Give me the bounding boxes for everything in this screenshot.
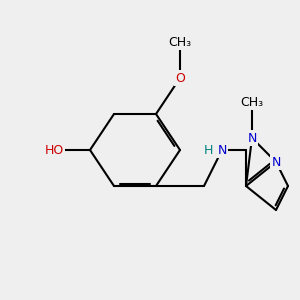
Text: HO: HO xyxy=(44,143,64,157)
Text: O: O xyxy=(175,71,185,85)
Text: H: H xyxy=(204,143,213,157)
Text: N: N xyxy=(217,143,227,157)
Text: CH₃: CH₃ xyxy=(168,35,192,49)
Text: N: N xyxy=(247,131,257,145)
Text: N: N xyxy=(271,155,281,169)
Text: CH₃: CH₃ xyxy=(240,95,264,109)
